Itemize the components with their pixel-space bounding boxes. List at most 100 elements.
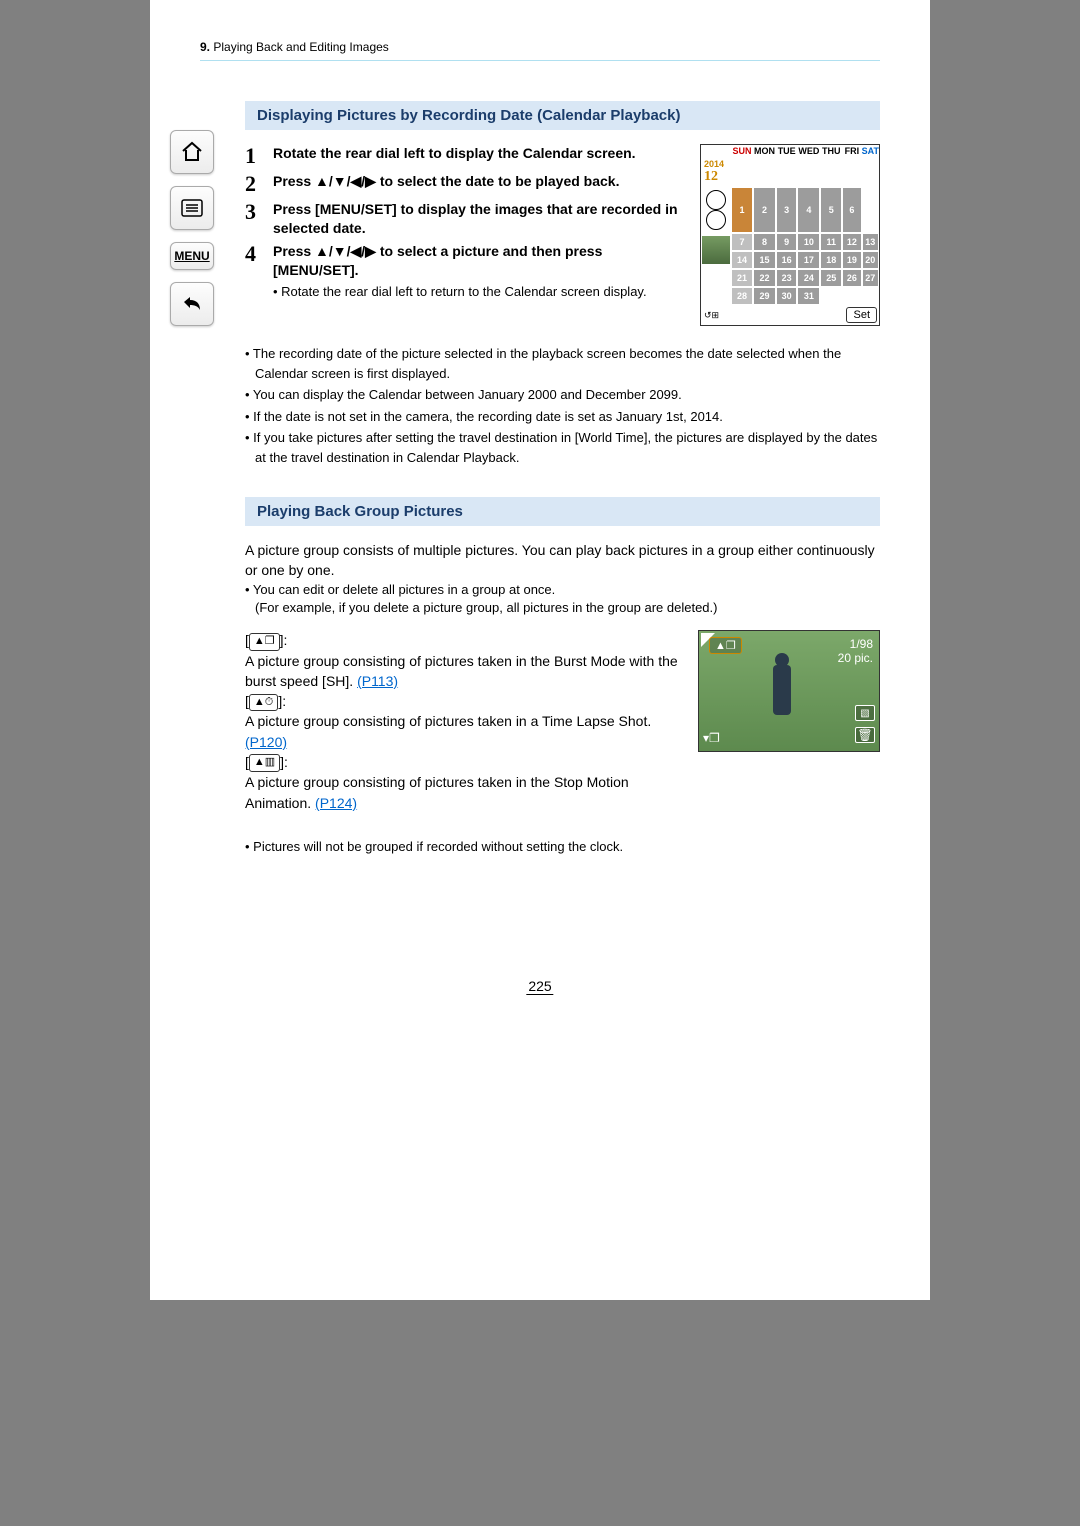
group-desc-text: A picture group consisting of pictures t… <box>245 653 678 689</box>
list-icon <box>180 198 204 218</box>
burst-group-icon: ▲❐ <box>709 637 742 654</box>
cal-cell: 24 <box>797 269 820 287</box>
step-number: 4 <box>245 242 273 280</box>
step-text: Press ▲/▼/◀/▶ to select the date to be p… <box>273 172 686 196</box>
back-button[interactable] <box>170 282 214 326</box>
section-heading-group: Playing Back Group Pictures <box>245 497 880 526</box>
down-icon: ⌄ <box>706 190 726 210</box>
step-number: 1 <box>245 144 273 168</box>
group-type-timelapse: [▲⏱]: A picture group consisting of pict… <box>245 691 684 752</box>
cal-set-button: Set <box>846 307 877 323</box>
steps-list: 1Rotate the rear dial left to display th… <box>245 144 686 299</box>
group-type-stopmotion: [▲▥]: A picture group consisting of pict… <box>245 752 684 813</box>
calendar-illustration: SUN MON TUE WED THU FRI SAT 2014 12 <box>700 144 880 326</box>
cal-cell: 23 <box>776 269 797 287</box>
home-button[interactable] <box>170 130 214 174</box>
cal-cell: 3 <box>776 187 797 233</box>
delete-icon: 🗑 <box>855 727 875 743</box>
preview-counter: 1/98 20 pic. <box>838 637 873 665</box>
cal-cell: 11 <box>820 233 842 251</box>
cal-cell: 28 <box>731 287 753 305</box>
cal-cell: 31 <box>797 287 820 305</box>
cal-year: 2014 <box>704 159 724 169</box>
cal-cell: 17 <box>797 251 820 269</box>
golfer-silhouette <box>769 653 799 733</box>
thumbnail-icon: ▧ <box>855 705 875 721</box>
submenu-icon: ▾❐ <box>703 731 720 745</box>
stopmotion-group-icon: ▲▥ <box>249 754 280 772</box>
group-type-burst: [▲❐]: A picture group consisting of pict… <box>245 630 684 691</box>
cal-cell: 29 <box>753 287 776 305</box>
step-number: 2 <box>245 172 273 196</box>
cal-cell: 12 <box>842 233 862 251</box>
step-subnote-text: Rotate the rear dial left to return to t… <box>281 284 646 299</box>
menu-button[interactable]: MENU <box>170 242 214 270</box>
group-block: [▲❐]: A picture group consisting of pict… <box>245 630 880 813</box>
note-item: • If the date is not set in the camera, … <box>245 407 880 427</box>
cal-cell: 13 <box>862 233 879 251</box>
cal-cell: 7 <box>731 233 753 251</box>
pic-count: 20 pic. <box>838 651 873 665</box>
cal-cell: 14 <box>731 251 753 269</box>
up-icon: ⌃ <box>706 210 726 230</box>
page-link[interactable]: (P113) <box>357 673 398 689</box>
counter-value: 1/98 <box>838 637 873 651</box>
chapter-header: 9. Playing Back and Editing Images <box>200 40 880 61</box>
cal-cell: 20 <box>862 251 879 269</box>
step-text: Press ▲/▼/◀/▶ to select a picture and th… <box>273 242 686 280</box>
group-intro-bullet: • You can edit or delete all pictures in… <box>245 581 880 600</box>
note-item: • You can display the Calendar between J… <box>245 385 880 405</box>
cal-cell: 1 <box>731 187 753 233</box>
cal-day: FRI <box>842 145 862 157</box>
cal-cell: 15 <box>753 251 776 269</box>
cal-day: SAT <box>862 145 879 157</box>
cal-cell: 2 <box>753 187 776 233</box>
cal-thumbnail <box>701 235 731 265</box>
group-intro-example: (For example, if you delete a picture gr… <box>245 599 880 618</box>
page-number: 225 <box>526 978 553 995</box>
manual-page: 9. Playing Back and Editing Images MENU … <box>150 0 930 1300</box>
note-item: • Pictures will not be grouped if record… <box>245 837 880 857</box>
cal-day: THU <box>820 145 842 157</box>
cal-cell: 4 <box>797 187 820 233</box>
group-descriptions: [▲❐]: A picture group consisting of pict… <box>245 630 684 813</box>
content-area: Displaying Pictures by Recording Date (C… <box>245 101 880 856</box>
cal-day: MON <box>753 145 776 157</box>
cal-day: WED <box>797 145 820 157</box>
group-intro: A picture group consists of multiple pic… <box>245 540 880 618</box>
cal-cell: 9 <box>776 233 797 251</box>
step-text: Rotate the rear dial left to display the… <box>273 144 686 168</box>
note-item: • If you take pictures after setting the… <box>245 428 880 467</box>
page-link[interactable]: (P124) <box>315 795 357 811</box>
cal-cell: 19 <box>842 251 862 269</box>
cal-cell: 21 <box>731 269 753 287</box>
menu-label: MENU <box>174 249 209 263</box>
return-icon: ↺⊞ <box>704 310 719 320</box>
cal-cell: 30 <box>776 287 797 305</box>
note-item: • The recording date of the picture sele… <box>245 344 880 383</box>
step-text: Press [MENU/SET] to display the images t… <box>273 200 686 238</box>
cal-month: 12 <box>704 169 718 184</box>
notes-list: • The recording date of the picture sele… <box>245 344 880 467</box>
group-notes: • Pictures will not be grouped if record… <box>245 837 880 857</box>
section-heading-calendar: Displaying Pictures by Recording Date (C… <box>245 101 880 130</box>
group-preview-illustration: ▲❐ 1/98 20 pic. ▧ 🗑 ▾❐ <box>698 630 880 752</box>
cal-cell: 6 <box>842 187 862 233</box>
steps-and-calendar: 1Rotate the rear dial left to display th… <box>245 144 880 326</box>
page-link[interactable]: (P120) <box>245 734 287 750</box>
cal-cell: 16 <box>776 251 797 269</box>
group-intro-text: A picture group consists of multiple pic… <box>245 540 880 581</box>
contents-button[interactable] <box>170 186 214 230</box>
group-desc-text: A picture group consisting of pictures t… <box>245 713 651 729</box>
step-subnote: Rotate the rear dial left to return to t… <box>273 284 686 299</box>
home-icon <box>180 140 204 164</box>
step-number: 3 <box>245 200 273 238</box>
sidebar: MENU <box>170 130 220 338</box>
cal-day: SUN <box>731 145 753 157</box>
group-desc-text: A picture group consisting of pictures t… <box>245 774 629 810</box>
chapter-title: Playing Back and Editing Images <box>210 40 389 54</box>
cal-cell: 27 <box>862 269 879 287</box>
cal-cell: 10 <box>797 233 820 251</box>
cal-cell: 8 <box>753 233 776 251</box>
cal-cell: 18 <box>820 251 842 269</box>
